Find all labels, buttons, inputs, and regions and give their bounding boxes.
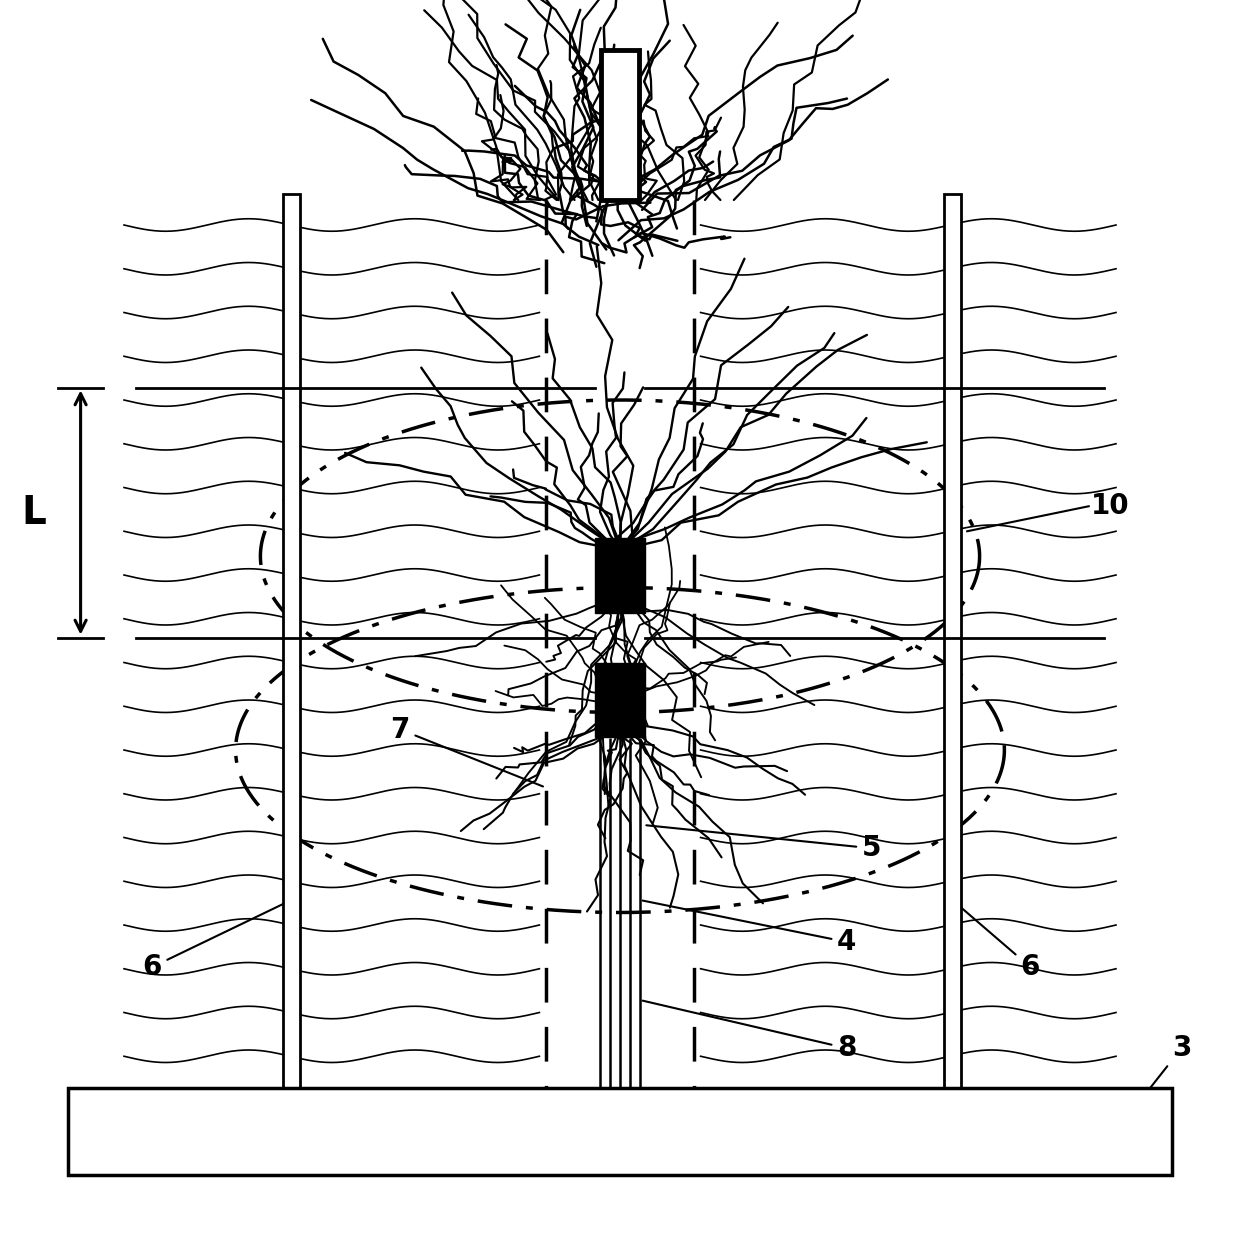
Text: 8: 8 <box>642 1001 857 1062</box>
Text: 5: 5 <box>646 825 882 862</box>
Bar <box>595 662 645 737</box>
Text: 9: 9 <box>459 1095 618 1162</box>
Text: 3: 3 <box>1117 1034 1192 1129</box>
Text: L: L <box>21 494 46 531</box>
Bar <box>601 50 639 200</box>
Text: 6: 6 <box>143 901 289 981</box>
Text: 10: 10 <box>1091 492 1130 520</box>
Bar <box>595 538 645 612</box>
Text: 6: 6 <box>955 901 1040 981</box>
Text: 4: 4 <box>642 900 857 956</box>
Bar <box>283 194 300 1088</box>
Text: 7: 7 <box>391 715 543 786</box>
Bar <box>68 1088 1172 1175</box>
Bar <box>944 194 961 1088</box>
